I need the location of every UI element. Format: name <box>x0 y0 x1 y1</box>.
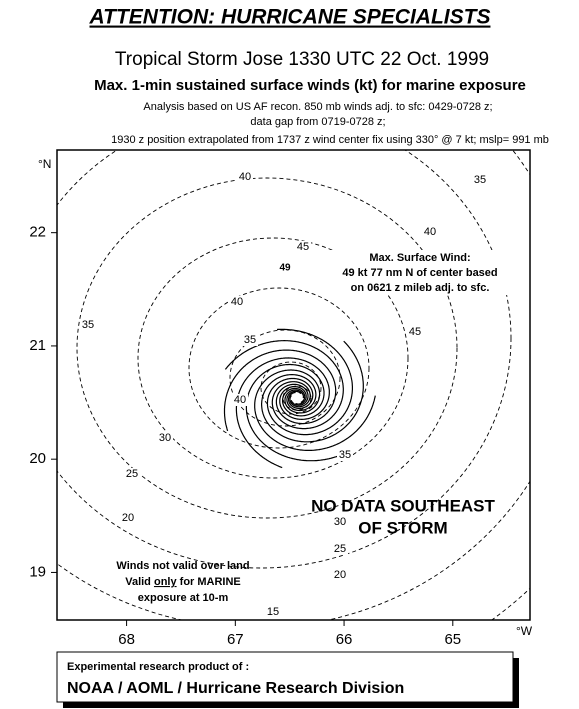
isotach <box>188 287 370 449</box>
note: 1930 z position extrapolated from 1737 z… <box>111 134 549 146</box>
title: Tropical Storm Jose 1330 UTC 22 Oct. 199… <box>115 49 489 70</box>
isotach-label: 30 <box>159 432 171 444</box>
note-line: Winds not valid over land <box>116 560 249 572</box>
lon-label: 67 <box>227 631 244 648</box>
note-line: OF STORM <box>358 518 447 537</box>
isotach <box>57 150 512 569</box>
isotach-label: 40 <box>424 226 436 238</box>
isotach <box>282 385 312 411</box>
label-bg <box>472 174 488 186</box>
lat-label: 20 <box>29 450 46 467</box>
note: data gap from 0719-0728 z; <box>250 116 385 128</box>
note-line: on 0621 z mileb adj. to sfc. <box>351 282 490 294</box>
no-data-note: NO DATA SOUTHEAST OF STORM <box>311 496 495 537</box>
footer-line: NOAA / AOML / Hurricane Research Divisio… <box>67 680 404 697</box>
label-bg <box>237 171 253 183</box>
streamline <box>266 328 353 436</box>
lon-label: 66 <box>336 631 353 648</box>
label-bg <box>80 319 96 331</box>
isotach-label: 20 <box>122 512 134 524</box>
isotach <box>260 361 322 415</box>
lat-unit: °N <box>38 157 51 171</box>
label-bg <box>332 516 348 528</box>
text: only <box>154 576 177 588</box>
note-line: Valid only for MARINE <box>125 576 241 588</box>
isotach-label: 40 <box>234 394 246 406</box>
label-bg <box>332 569 348 581</box>
label-bg <box>124 468 140 480</box>
streamline <box>223 349 337 432</box>
isotach <box>76 177 458 519</box>
label-bg <box>120 512 136 524</box>
note: Analysis based on US AF recon. 850 mb wi… <box>143 101 492 113</box>
label-bg <box>232 394 248 406</box>
isotach-label: 25 <box>126 468 138 480</box>
max-wind-note: Max. Surface Wind: 49 kt 77 nm N of cent… <box>330 250 510 295</box>
isotach-label: 45 <box>297 241 309 253</box>
isotach <box>137 237 409 479</box>
lon-unit: °W <box>516 624 533 638</box>
label-bg <box>337 449 353 461</box>
label-bg <box>229 296 245 308</box>
label-bg <box>157 432 173 444</box>
label-bg <box>407 326 423 338</box>
isotach-label: 30 <box>334 516 346 528</box>
map-frame <box>56 149 531 621</box>
label-bg <box>295 241 311 253</box>
lat-label: 19 <box>29 563 46 580</box>
label-bg <box>422 226 438 238</box>
lon-label: 68 <box>118 631 135 648</box>
isotach-label: 35 <box>82 319 94 331</box>
isotach-label: 25 <box>334 543 346 555</box>
isotach-label: 15 <box>267 606 279 618</box>
note-line: NO DATA SOUTHEAST <box>311 496 495 515</box>
land-note: Winds not valid over land Valid only for… <box>116 560 249 604</box>
note-line: exposure at 10-m <box>138 592 229 604</box>
streamline <box>224 340 344 430</box>
isotach-label: 40 <box>239 171 251 183</box>
footer-line: Experimental research product of : <box>67 661 249 673</box>
text: Valid <box>125 576 154 588</box>
label-bg <box>332 543 348 555</box>
max-wind-marker: 49 <box>279 263 291 274</box>
isotach-label: 35 <box>244 334 256 346</box>
isotach-label: 20 <box>334 569 346 581</box>
note-line: 49 kt 77 nm N of center based <box>342 267 497 279</box>
lat-label: 22 <box>29 224 46 241</box>
note-line: Max. Surface Wind: <box>369 252 470 264</box>
subtitle: Max. 1-min sustained surface winds (kt) … <box>94 77 526 94</box>
text: for MARINE <box>177 576 241 588</box>
banner: ATTENTION: HURRICANE SPECIALISTS <box>89 6 491 29</box>
isotach-label: 45 <box>409 326 421 338</box>
label-bg <box>242 334 258 346</box>
isotach <box>229 329 341 427</box>
isotach-label: 40 <box>231 296 243 308</box>
lon-label: 65 <box>444 631 461 648</box>
isotach-label: 35 <box>474 174 486 186</box>
isotach-label: 35 <box>339 449 351 461</box>
streamline <box>245 363 349 462</box>
footer-box <box>56 651 514 703</box>
lat-label: 21 <box>29 337 46 354</box>
label-bg <box>265 606 281 618</box>
streamline <box>235 357 330 469</box>
